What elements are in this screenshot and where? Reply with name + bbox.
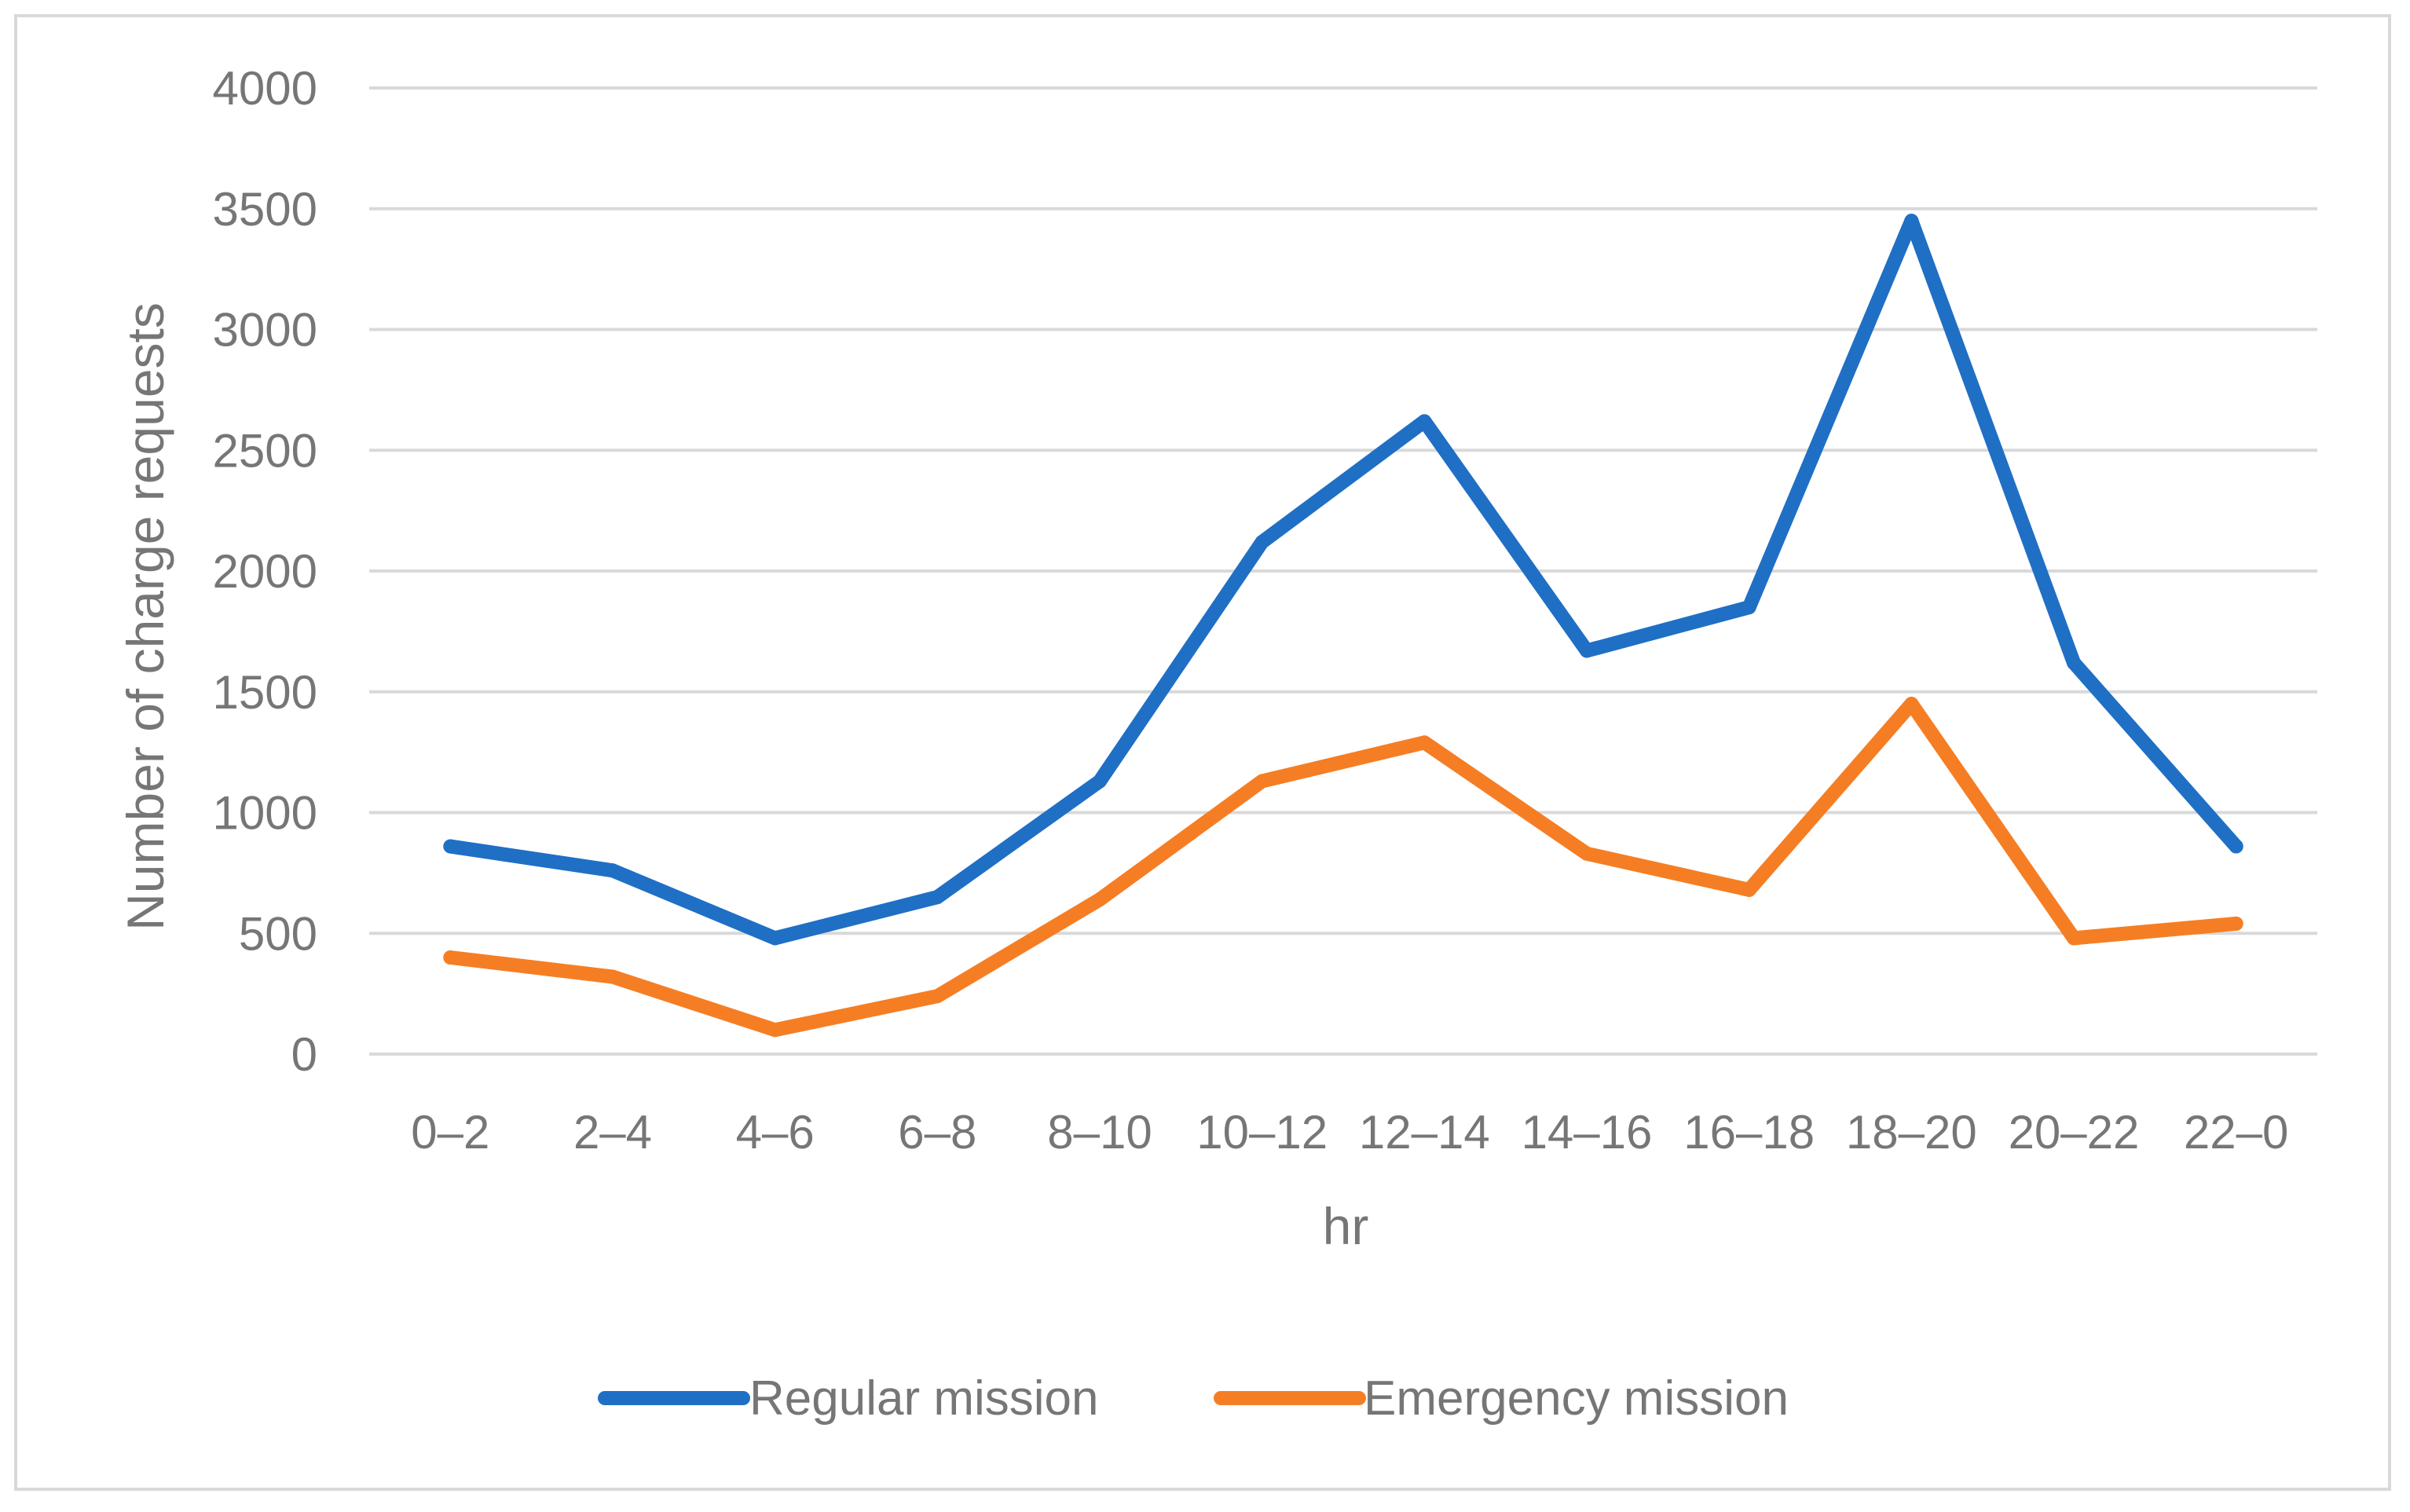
data-point-regular — [767, 931, 782, 946]
x-tick-label: 0–2 — [411, 1106, 489, 1159]
legend: Regular mission Emergency mission — [598, 1371, 1789, 1426]
y-tick-label: 2500 — [213, 424, 317, 477]
y-tick-label: 0 — [291, 1028, 317, 1081]
data-point-emergency — [930, 989, 945, 1004]
y-tick-label: 3000 — [213, 304, 317, 357]
data-point-emergency — [1904, 697, 1919, 712]
x-tick-label: 18–20 — [1846, 1106, 1977, 1159]
data-point-emergency — [1742, 882, 1756, 897]
y-tick-label: 2000 — [213, 545, 317, 598]
data-point-regular — [1093, 774, 1107, 789]
y-axis-ticks: 0 500 1000 1500 2000 2500 3000 3500 4000 — [213, 62, 317, 1081]
x-tick-label: 10–12 — [1196, 1106, 1328, 1159]
legend-label-regular: Regular mission — [749, 1371, 1099, 1426]
series-line-regular — [443, 214, 2243, 946]
data-point-regular — [606, 863, 620, 878]
x-axis-ticks: 0–2 2–4 4–6 6–8 8–10 10–12 12–14 14–16 16–18 18–2… — [411, 1106, 2288, 1159]
data-point-emergency — [443, 950, 458, 965]
series-lines — [443, 214, 2243, 1038]
data-point-regular — [930, 890, 945, 905]
data-point-regular — [2229, 839, 2243, 854]
y-tick-label: 500 — [239, 907, 317, 960]
data-point-regular — [1742, 600, 1756, 615]
data-point-emergency — [1093, 892, 1107, 907]
data-point-emergency — [2067, 931, 2081, 946]
data-point-regular — [1254, 535, 1269, 550]
y-axis-label: Number of charge requests — [116, 302, 174, 931]
y-tick-label: 3500 — [213, 183, 317, 236]
x-tick-label: 22–0 — [2184, 1106, 2288, 1159]
y-tick-label: 1000 — [213, 787, 317, 840]
data-point-regular — [443, 839, 458, 854]
chart-frame — [14, 14, 2391, 1491]
data-point-emergency — [767, 1023, 782, 1038]
data-point-emergency — [1417, 735, 1432, 750]
x-tick-label: 16–18 — [1683, 1106, 1815, 1159]
series-line-emergency — [443, 697, 2243, 1038]
data-point-regular — [1580, 643, 1594, 658]
x-tick-label: 4–6 — [736, 1106, 815, 1159]
data-point-emergency — [1254, 774, 1269, 789]
x-tick-label: 14–16 — [1522, 1106, 1653, 1159]
data-point-regular — [2067, 655, 2081, 670]
x-tick-label: 12–14 — [1359, 1106, 1490, 1159]
data-point-emergency — [1580, 846, 1594, 861]
x-tick-label: 6–8 — [898, 1106, 976, 1159]
x-tick-label: 8–10 — [1047, 1106, 1152, 1159]
data-point-emergency — [2229, 916, 2243, 931]
y-tick-label: 1500 — [213, 666, 317, 719]
data-point-regular — [1904, 214, 1919, 229]
y-tick-label: 4000 — [213, 62, 317, 115]
x-axis-label: hr — [1323, 1197, 1369, 1255]
data-point-regular — [1417, 414, 1432, 429]
data-point-emergency — [606, 969, 620, 984]
gridlines — [369, 86, 2317, 1056]
legend-label-emergency: Emergency mission — [1364, 1371, 1789, 1426]
x-tick-label: 2–4 — [573, 1106, 652, 1159]
x-tick-label: 20–22 — [2009, 1106, 2140, 1159]
